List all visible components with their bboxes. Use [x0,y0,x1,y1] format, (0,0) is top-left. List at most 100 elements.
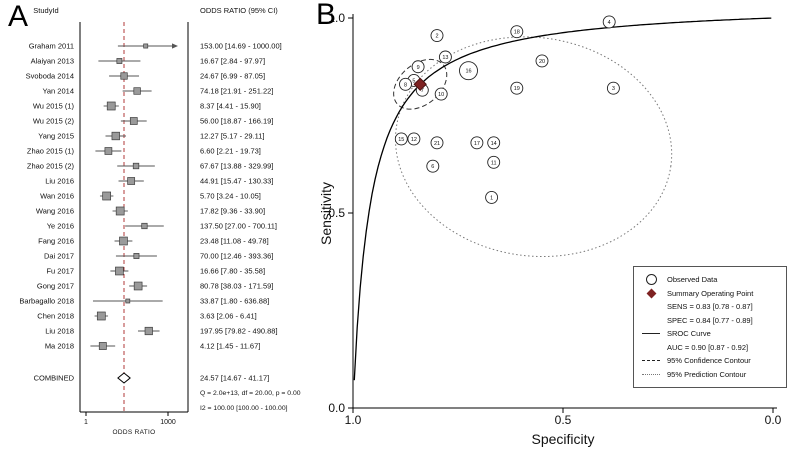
summary-point-icon [646,288,656,299]
study-label: Fang 2016 [38,237,74,246]
study-marker [115,206,125,216]
study-point-number: 6 [431,164,434,170]
study-marker [129,117,138,125]
prediction-contour [395,36,673,258]
or-ci-value: 5.70 [3.24 - 10.05] [200,192,261,201]
legend-observed-row: Observed Data [639,273,781,287]
study-label: Wu 2015 (1) [33,102,75,111]
or-ci-value: 4.12 [1.45 - 11.67] [200,342,260,351]
legend-sroc-row: SROC Curve [639,327,781,341]
legend-sens-row: SENS = 0.83 [0.78 - 0.87] [639,300,781,314]
study-marker [144,326,153,336]
or-ci-value: 74.18 [21.91 - 251.22] [200,87,273,96]
study-point [510,81,524,95]
study-label: Wu 2015 (2) [33,117,75,126]
or-ci-value: 56.00 [18.87 - 166.19] [200,117,273,126]
study-marker [120,72,128,80]
study-point [459,61,478,81]
study-marker [106,101,116,111]
study-point [394,132,408,146]
or-ci-value: 3.63 [2.06 - 6.41] [200,312,257,321]
study-label: Svoboda 2014 [26,72,74,81]
legend-summary-label: Summary Operating Point [667,288,754,298]
study-marker [96,311,106,321]
study-point-number: 4 [608,20,611,26]
study-label: Liu 2016 [45,177,74,186]
confidence-contour-icon [642,360,660,362]
study-point [487,136,501,150]
study-marker [143,43,149,49]
study-marker [119,236,128,246]
study-marker [102,191,112,201]
heterogeneity-i2: I2 = 100.00 [100.00 - 100.00] [200,405,288,412]
or-ci-value: 80.78 [38.03 - 171.59] [200,282,273,291]
or-ci-value: 67.67 [13.88 - 329.99] [200,162,273,171]
study-point-number: 20 [539,59,545,65]
panel-a-forest: A StudyId ODDS RATIO (95% CI) 1 1000 Graha… [0,0,315,466]
study-point-number: 5 [412,78,415,84]
summary-operating-point [413,77,427,92]
y-tick-label: 0.5 [328,206,345,220]
y-tick-label: 0.0 [328,401,345,415]
study-marker [133,87,141,95]
study-point [438,50,452,64]
panel-a-label: A [8,0,29,33]
or-ci-value: 24.67 [6.99 - 87.05] [200,72,265,81]
study-point [485,190,499,204]
study-point-number: 13 [442,55,448,61]
x-tick-label: 0.5 [555,413,572,427]
study-point-number: 19 [514,86,520,92]
x-tick-label: 1.0 [345,413,362,427]
sroc-plot-canvas: 1.00.50.01.0 0.5 0.01234567891011121314151… [328,11,782,427]
study-point-number: 10 [438,92,444,98]
legend-prediction-label: 95% Prediction Contour [667,369,747,379]
forest-tick-label: 1000 [160,419,176,426]
study-label: Chen 2018 [37,312,74,321]
x-tick-label: 0.0 [765,413,782,427]
panel-b-label: B [316,0,337,31]
study-point-number: 7 [421,88,424,94]
study-label: Liu 2018 [45,327,74,336]
legend-sens-value: SENS = 0.83 [0.78 - 0.87] [667,302,753,311]
study-point [470,136,484,150]
forest-header-or: ODDS RATIO (95% CI) [200,6,278,15]
study-point [430,136,444,150]
forest-tick-label: 1 [84,419,88,426]
study-point-number: 1 [490,195,493,201]
study-label: Alaiyan 2013 [31,57,74,66]
combined-label: COMBINED [34,374,75,383]
study-point [487,155,501,169]
study-point-number: 9 [417,65,420,71]
legend-observed-label: Observed Data [667,275,718,284]
study-marker [116,58,123,64]
legend-auc-row: AUC = 0.90 [0.87 - 0.92] [639,341,781,355]
study-point [411,60,425,74]
study-label: Fu 2017 [46,267,74,276]
or-ci-value: 70.00 [12.46 - 393.36] [200,252,273,261]
study-point [407,132,421,146]
legend-spec-row: SPEC = 0.84 [0.77 - 0.89] [639,314,781,328]
legend-auc-value: AUC = 0.90 [0.87 - 0.92] [667,342,749,352]
study-point-number: 12 [411,137,417,143]
study-label: Graham 2011 [29,42,74,51]
study-marker [111,131,120,141]
study-point [399,77,412,91]
or-ci-value: 6.60 [2.21 - 19.73] [200,147,261,156]
study-marker [141,222,148,230]
study-point-number: 17 [474,141,480,147]
study-label: Zhao 2015 (2) [27,162,75,171]
study-marker [133,253,140,259]
forest-x-axis-label: ODDS RATIO [112,429,156,436]
legend-sroc-label: SROC Curve [667,329,711,338]
study-point-number: 14 [491,141,497,147]
prediction-contour-icon [642,373,660,375]
study-point-number: 11 [491,160,497,166]
x-axis-label: Specificity [531,431,595,447]
y-tick-label: 1.0 [328,11,345,25]
study-point-number: 2 [435,34,438,40]
study-point [535,54,549,68]
study-marker [104,147,113,155]
legend-spec-value: SPEC = 0.84 [0.77 - 0.89] [667,315,753,325]
study-point [426,159,440,173]
